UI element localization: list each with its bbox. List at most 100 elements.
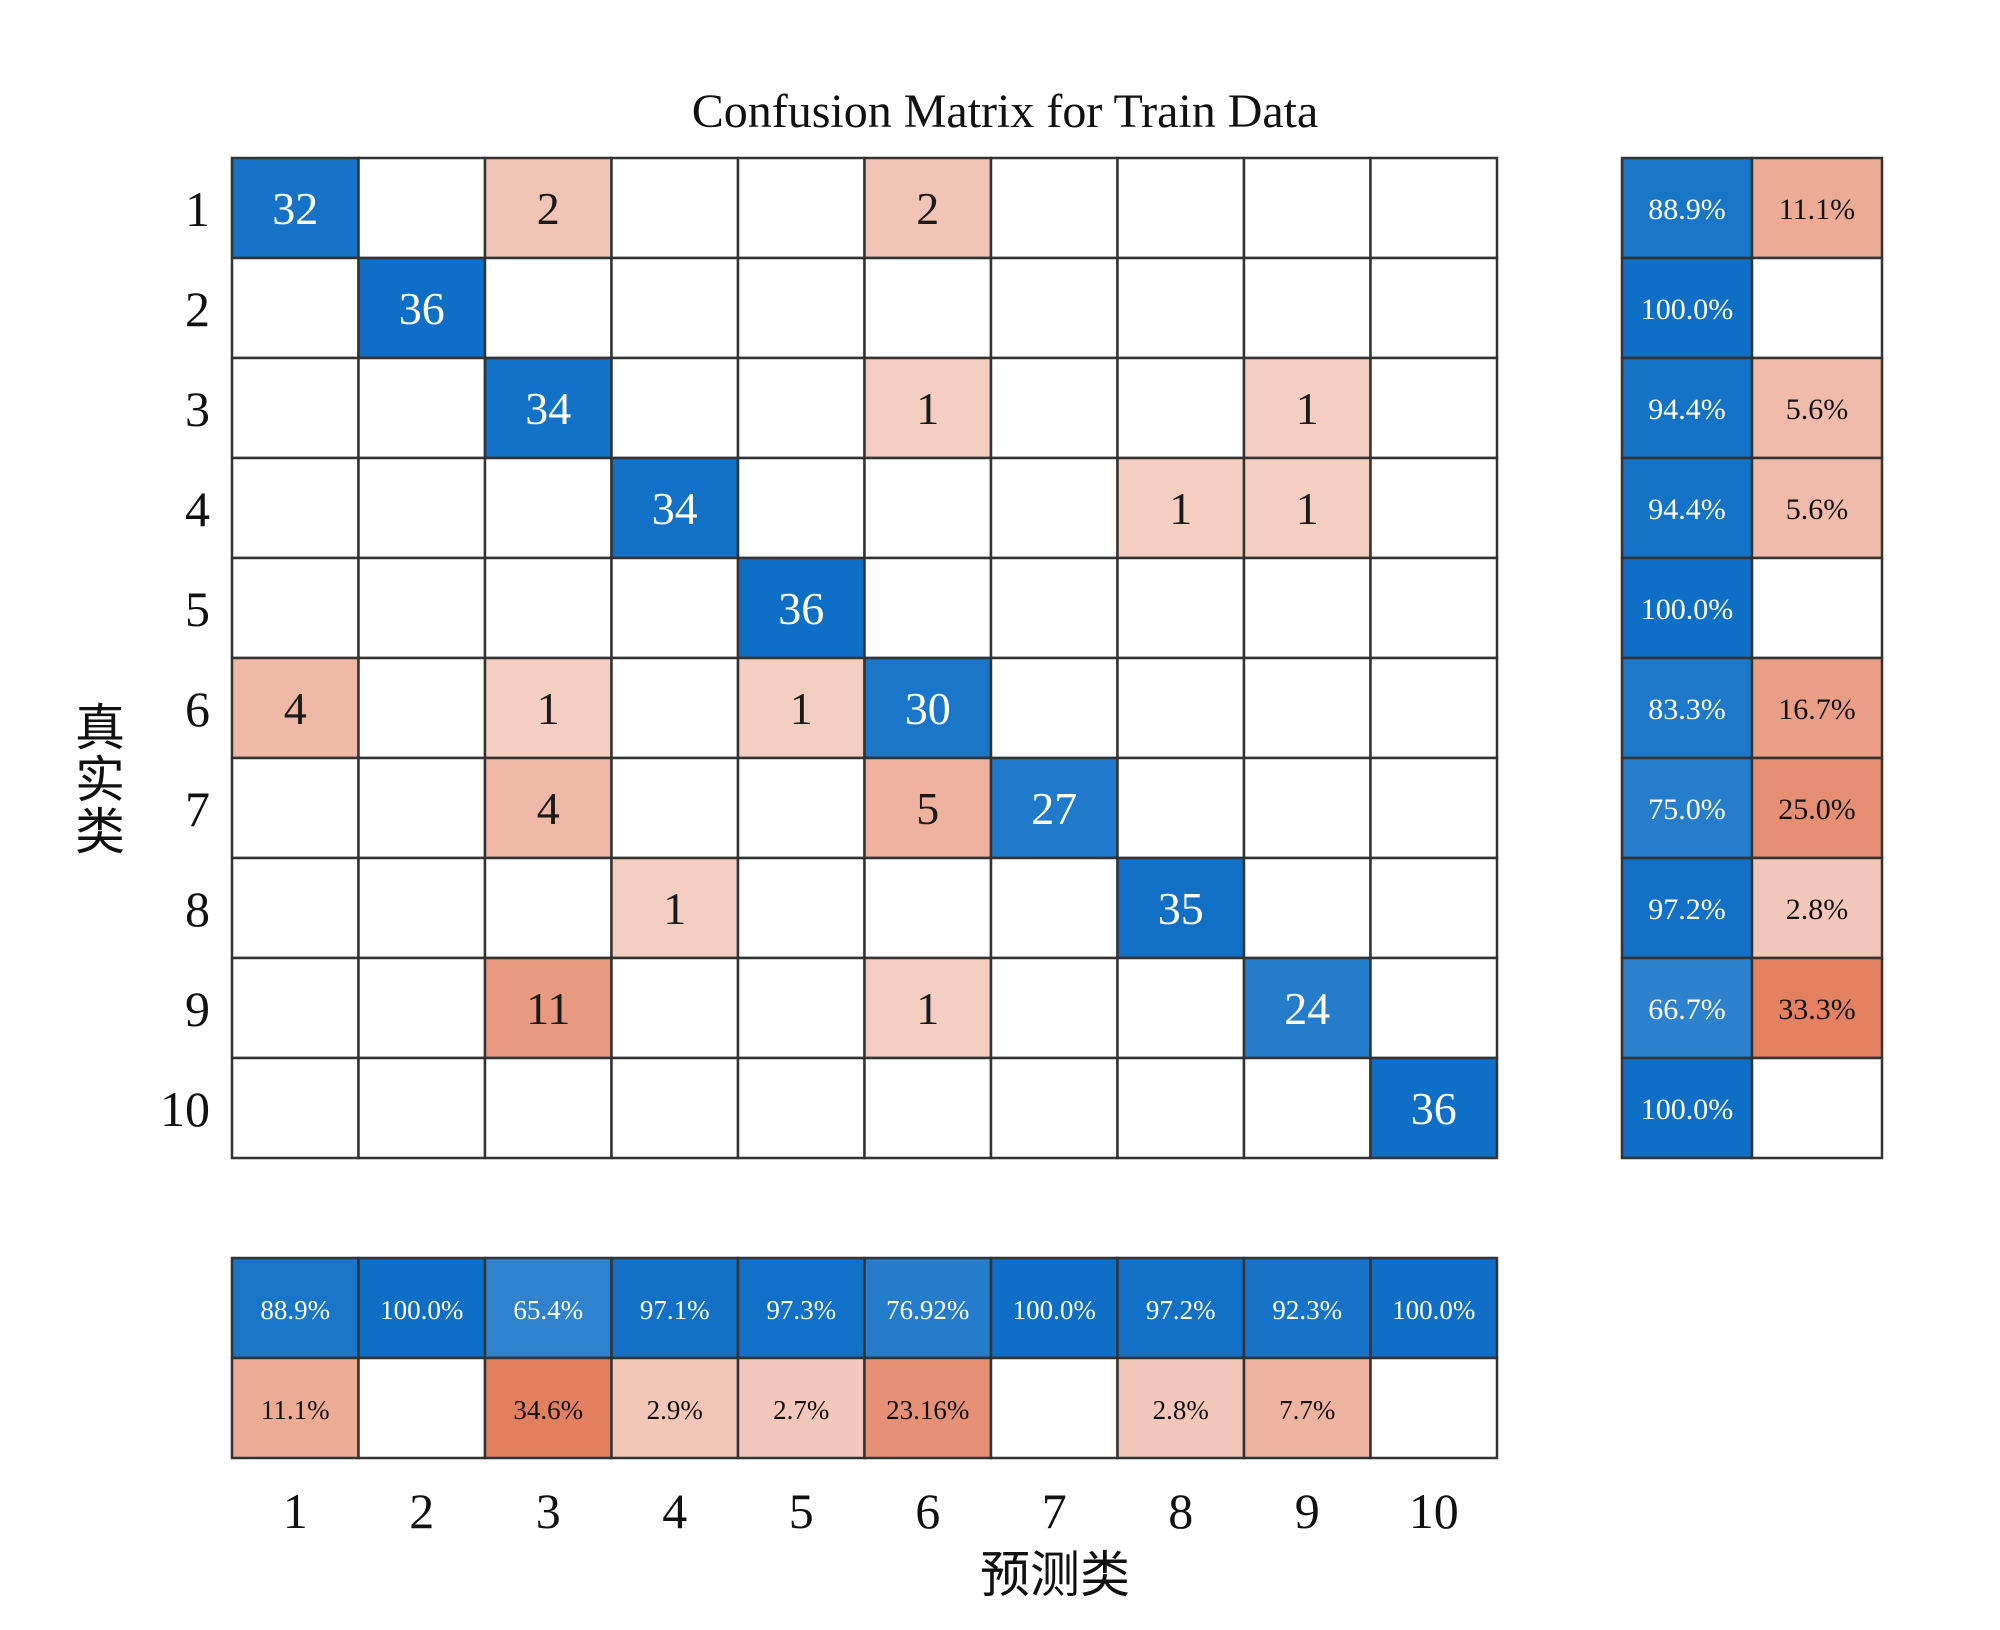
row-correct-cell	[1620, 956, 1754, 1060]
row-correct-percent: 83.3%	[1648, 693, 1726, 726]
cell-value: 1	[916, 983, 939, 1034]
col-correct-percent: 76.92%	[886, 1295, 969, 1325]
matrix-cell	[1116, 1056, 1246, 1160]
y-axis-label: 真实类	[75, 700, 125, 860]
cell-value: 1	[1296, 383, 1319, 434]
col-incorrect-percent: 11.1%	[261, 1395, 330, 1425]
row-incorrect-cell	[1750, 556, 1884, 660]
col-correct-percent: 97.2%	[1146, 1295, 1216, 1325]
matrix-cell	[736, 856, 866, 960]
matrix-cell	[1116, 856, 1246, 960]
matrix-cell	[863, 856, 993, 960]
cell-value: 2	[537, 183, 560, 234]
cell-value: 2	[916, 183, 939, 234]
cell-value: 1	[916, 383, 939, 434]
col-correct-percent: 92.3%	[1272, 1295, 1342, 1325]
matrix-cell	[989, 556, 1119, 660]
row-incorrect-cell	[1750, 356, 1884, 460]
cell-value: 24	[1284, 983, 1330, 1034]
matrix-cell	[610, 1056, 740, 1160]
matrix-cell	[736, 656, 866, 760]
matrix-cell	[230, 256, 360, 360]
matrix-cell	[483, 1056, 613, 1160]
col-incorrect-percent: 23.16%	[886, 1395, 969, 1425]
matrix-cell	[736, 156, 866, 260]
matrix-cell	[230, 956, 360, 1060]
matrix-cell	[483, 556, 613, 660]
matrix-cell	[863, 756, 993, 860]
matrix-cell	[230, 456, 360, 560]
matrix-cell	[989, 656, 1119, 760]
matrix-cell	[1369, 756, 1499, 860]
cell-value: 4	[284, 683, 307, 734]
matrix-cell	[1242, 756, 1372, 860]
cell-value: 1	[537, 683, 560, 734]
col-incorrect-cell	[483, 1356, 613, 1460]
matrix-cell	[736, 256, 866, 360]
col-correct-cell	[483, 1256, 613, 1360]
row-correct-cell	[1620, 356, 1754, 460]
matrix-cell	[1369, 1056, 1499, 1160]
col-incorrect-percent: 7.7%	[1279, 1395, 1335, 1425]
matrix-cell	[357, 756, 487, 860]
matrix-cell	[989, 956, 1119, 1060]
matrix-cell	[863, 956, 993, 1060]
matrix-cell	[989, 1056, 1119, 1160]
matrix-cell	[989, 856, 1119, 960]
y-tick-label: 5	[185, 581, 210, 637]
row-incorrect-percent: 5.6%	[1786, 393, 1849, 426]
matrix-cell	[1116, 556, 1246, 660]
matrix-cell	[1369, 656, 1499, 760]
matrix-cell	[1242, 656, 1372, 760]
matrix-cell	[1242, 556, 1372, 660]
row-incorrect-percent: 11.1%	[1779, 193, 1855, 226]
row-incorrect-cell	[1750, 756, 1884, 860]
matrix-cell	[1369, 156, 1499, 260]
matrix-cell	[610, 656, 740, 760]
row-incorrect-cell	[1750, 256, 1884, 360]
matrix-cell	[357, 956, 487, 1060]
matrix-cell	[610, 156, 740, 260]
cell-value: 5	[916, 783, 939, 834]
col-correct-cell	[230, 1256, 360, 1360]
x-tick-label: 5	[789, 1483, 814, 1539]
row-correct-percent: 66.7%	[1648, 993, 1726, 1026]
col-incorrect-cell	[989, 1356, 1119, 1460]
col-incorrect-percent: 2.9%	[647, 1395, 703, 1425]
y-tick-label: 3	[185, 381, 210, 437]
matrix-cell	[1369, 956, 1499, 1060]
matrix-cell	[483, 956, 613, 1060]
x-axis-label: 预测类	[980, 1547, 1130, 1603]
y-tick-label: 2	[185, 281, 210, 337]
col-correct-cell	[736, 1256, 866, 1360]
row-incorrect-cell	[1750, 1056, 1884, 1160]
cell-value: 34	[525, 383, 571, 434]
col-incorrect-percent: 2.7%	[773, 1395, 829, 1425]
cell-value: 30	[905, 683, 951, 734]
col-correct-percent: 100.0%	[1013, 1295, 1096, 1325]
matrix-cell	[357, 856, 487, 960]
matrix-cell	[1242, 956, 1372, 1060]
col-correct-percent: 65.4%	[513, 1295, 583, 1325]
matrix-cell	[863, 1056, 993, 1160]
col-incorrect-percent: 2.8%	[1153, 1395, 1209, 1425]
matrix-cell	[863, 456, 993, 560]
matrix-cell	[1116, 956, 1246, 1060]
row-correct-percent: 88.9%	[1648, 193, 1726, 226]
cell-value: 11	[526, 983, 570, 1034]
matrix-cell	[230, 756, 360, 860]
matrix-cell	[357, 356, 487, 460]
col-incorrect-cell	[1369, 1356, 1499, 1460]
row-correct-percent: 94.4%	[1648, 393, 1726, 426]
matrix-cell	[610, 756, 740, 860]
matrix-cell	[1369, 256, 1499, 360]
x-tick-label: 4	[662, 1483, 687, 1539]
matrix-cell	[357, 556, 487, 660]
matrix-cell	[989, 756, 1119, 860]
matrix-cell	[989, 356, 1119, 460]
matrix-cell	[230, 856, 360, 960]
row-incorrect-percent: 25.0%	[1778, 793, 1856, 826]
matrix-cell	[989, 156, 1119, 260]
matrix-cell	[610, 956, 740, 1060]
